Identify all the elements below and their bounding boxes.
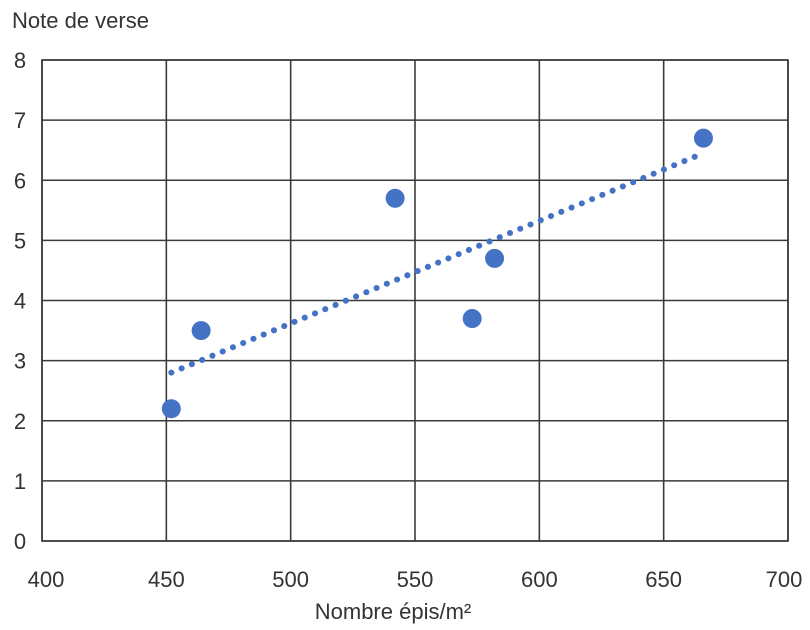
- x-tick-label-0: 400: [28, 567, 65, 592]
- x-tick-label-5: 650: [645, 567, 682, 592]
- x-tick-label-4: 600: [521, 567, 558, 592]
- plot-frame: [41, 59, 789, 542]
- y-tick-label-0: 0: [14, 529, 26, 554]
- data-point-4: [485, 248, 505, 268]
- x-axis-title: Nombre épis/m²: [315, 599, 471, 624]
- data-point-5: [693, 128, 713, 148]
- y-tick-label-8: 8: [14, 48, 26, 73]
- y-tick-label-1: 1: [14, 469, 26, 494]
- y-axis-title: Note de verse: [12, 8, 149, 33]
- y-tick-label-3: 3: [14, 349, 26, 374]
- x-tick-label-2: 500: [272, 567, 309, 592]
- data-points: [161, 128, 713, 419]
- y-tick-label-6: 6: [14, 168, 26, 193]
- data-point-1: [191, 321, 211, 341]
- x-tick-label-6: 700: [766, 567, 803, 592]
- y-tick-label-4: 4: [14, 289, 26, 314]
- y-tick-label-2: 2: [14, 409, 26, 434]
- y-tick-label-7: 7: [14, 108, 26, 133]
- data-point-3: [462, 309, 482, 329]
- grid: [41, 59, 789, 542]
- data-point-2: [385, 188, 405, 208]
- data-point-0: [161, 399, 181, 419]
- x-tick-labels: 400 450 500 550 600 650 700: [28, 567, 803, 592]
- y-tick-labels: 0 1 2 3 4 5 6 7 8: [14, 48, 26, 554]
- trendline: [168, 150, 707, 376]
- y-tick-label-5: 5: [14, 228, 26, 253]
- x-tick-label-3: 550: [397, 567, 434, 592]
- trendline-group: [168, 150, 707, 376]
- x-tick-label-1: 450: [148, 567, 185, 592]
